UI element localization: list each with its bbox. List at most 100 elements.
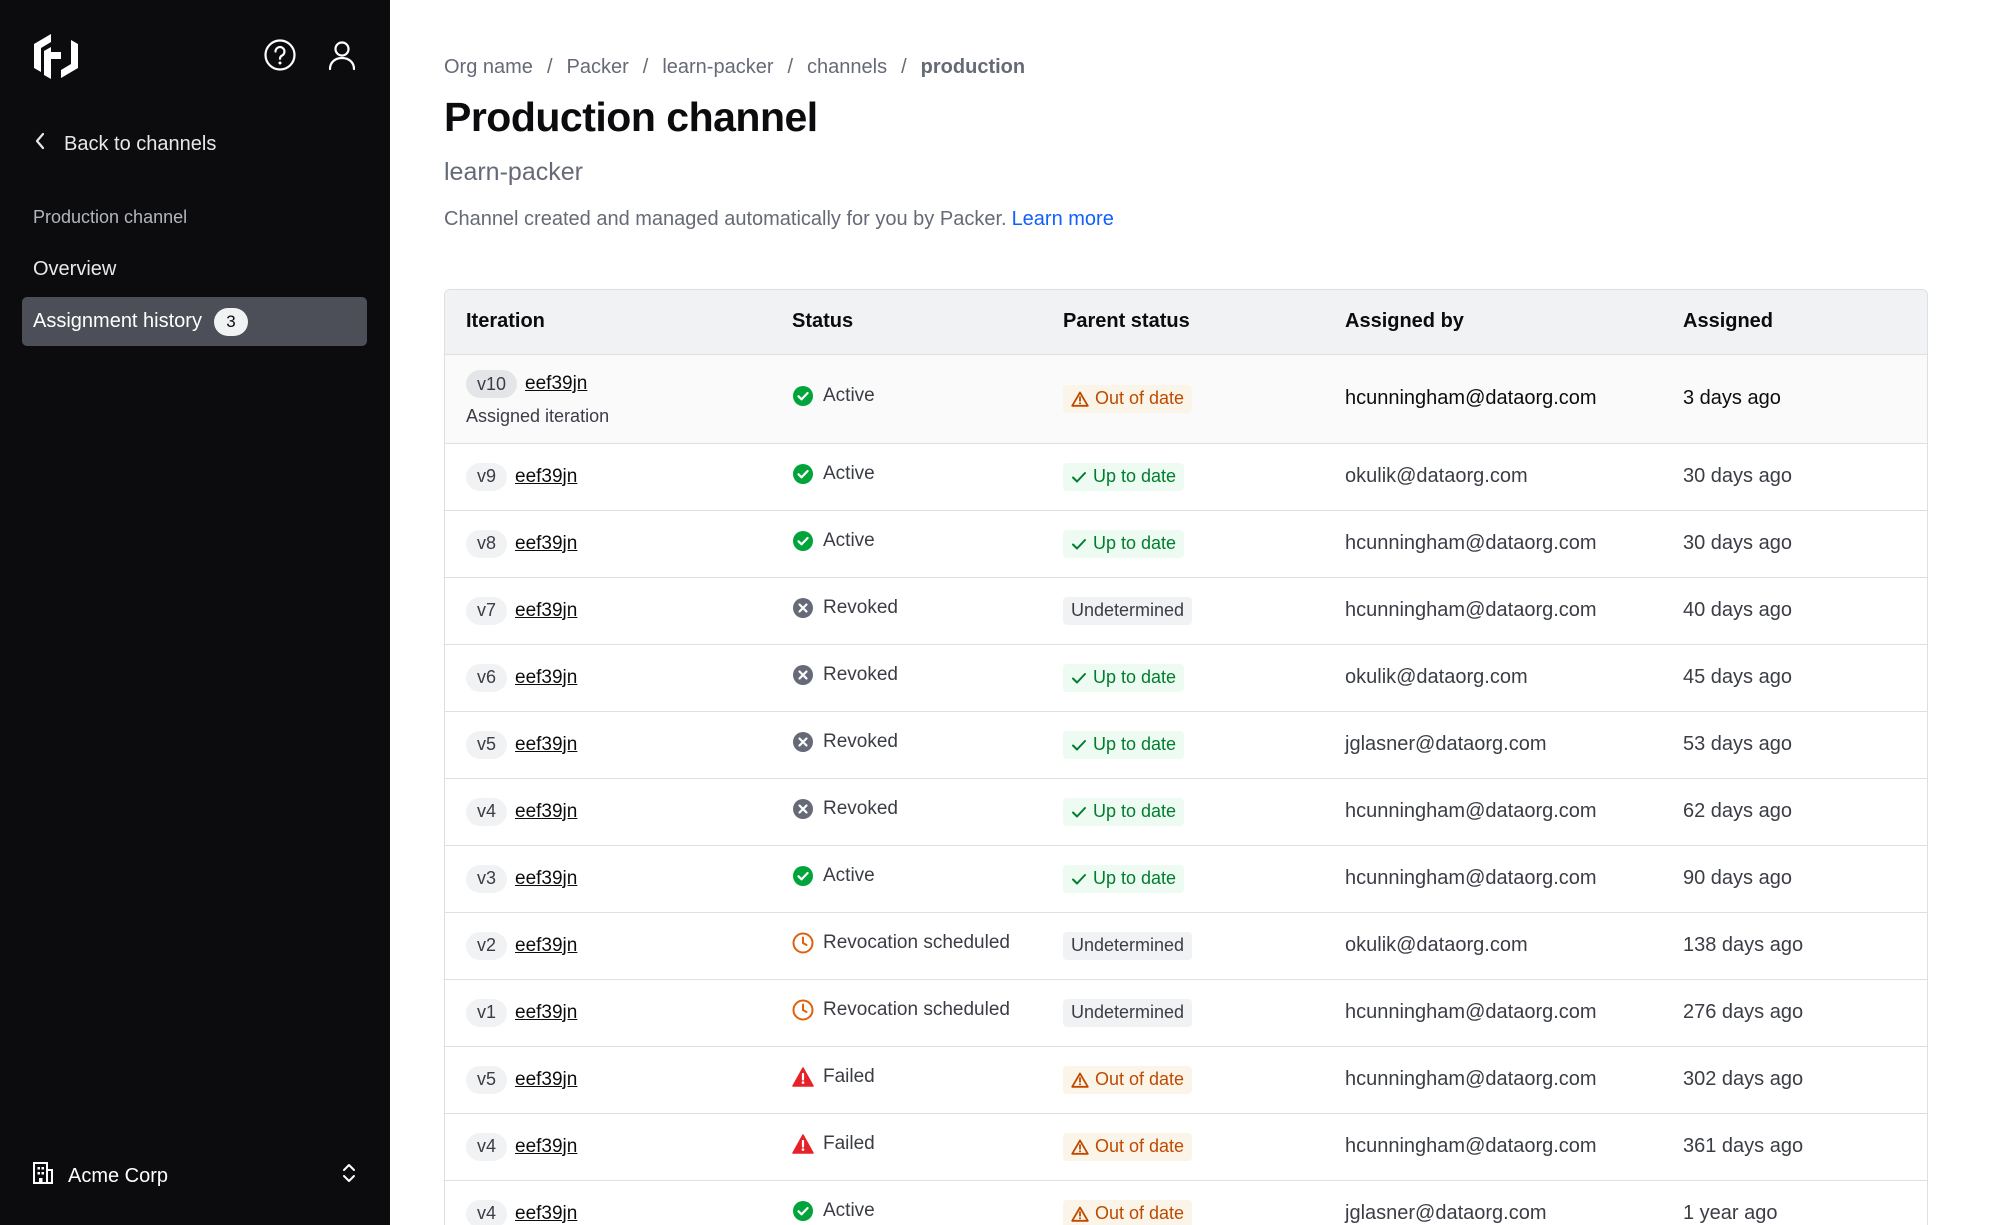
- org-switcher[interactable]: Acme Corp: [32, 1160, 357, 1192]
- iteration-cell: v2 eef39jn: [445, 912, 792, 980]
- status-cell: Failed: [792, 1113, 1063, 1181]
- status-cell: Revoked: [792, 577, 1063, 645]
- warning-icon: [1071, 1072, 1089, 1088]
- breadcrumb-channels[interactable]: channels: [807, 56, 888, 78]
- version-tag: v7: [466, 596, 508, 625]
- table-row: v10 eef39jn Assigned iteration Active Out of…: [445, 354, 1927, 444]
- column-header-iteration: Iteration: [445, 290, 792, 355]
- iteration-link[interactable]: eef39jn: [515, 599, 578, 621]
- breadcrumb-current: production: [920, 56, 1026, 78]
- iteration-link[interactable]: eef39jn: [515, 1135, 578, 1157]
- chevron-up-down-icon: [341, 1162, 357, 1190]
- x-circle-icon: [793, 798, 813, 819]
- parent-status-cell: Undetermined: [1063, 577, 1345, 645]
- parent-status-cell: Out of date: [1063, 1113, 1345, 1181]
- iteration-cell: v5 eef39jn: [445, 1046, 792, 1114]
- parent-status-badge: Up to date: [1063, 730, 1185, 759]
- parent-status-badge: Up to date: [1063, 797, 1185, 826]
- parent-status-label: Undetermined: [1071, 1002, 1185, 1022]
- version-tag: v4: [466, 1199, 508, 1225]
- version-tag: v4: [466, 797, 508, 826]
- parent-status-cell: Out of date: [1063, 1046, 1345, 1114]
- status-cell: Revocation scheduled: [792, 912, 1063, 980]
- assigned-by-cell: hcunningham@dataorg.com: [1345, 845, 1683, 913]
- assigned-by-cell: hcunningham@dataorg.com: [1345, 979, 1683, 1047]
- version-tag: v10: [466, 370, 518, 398]
- table-row: v4 eef39jn Active Out of date jglasner@datao…: [445, 1180, 1927, 1225]
- page-title: Production channel: [444, 94, 818, 140]
- breadcrumb-bucket[interactable]: learn-packer: [662, 56, 774, 78]
- sidebar-item-label: Assignment history: [33, 310, 202, 332]
- check-circle-icon: [793, 865, 813, 886]
- x-circle-icon: [793, 597, 813, 618]
- check-circle-icon: [793, 463, 813, 484]
- table-row: v4 eef39jn Revoked Up to date hcunningham@da…: [445, 778, 1927, 846]
- help-icon[interactable]: [263, 38, 297, 72]
- status-indicator: Revoked: [792, 798, 898, 820]
- status-indicator: Revocation scheduled: [792, 932, 1010, 954]
- breadcrumb-packer[interactable]: Packer: [566, 56, 629, 78]
- check-circle-icon: [793, 1200, 813, 1221]
- page-subtitle: learn-packer: [444, 158, 583, 186]
- version-tag: v5: [466, 730, 508, 759]
- hashicorp-logo-icon[interactable]: [30, 30, 82, 82]
- assigned-time-cell: 361 days ago: [1683, 1113, 1927, 1181]
- iteration-cell: v4 eef39jn: [445, 778, 792, 846]
- parent-status-badge: Out of date: [1063, 1132, 1193, 1161]
- iteration-link[interactable]: eef39jn: [515, 867, 578, 889]
- breadcrumb: Org name / Packer / learn-packer / chann…: [444, 56, 1026, 78]
- status-indicator: Failed: [792, 1133, 875, 1155]
- learn-more-link[interactable]: Learn more: [1011, 208, 1114, 230]
- breadcrumb-org[interactable]: Org name: [444, 56, 533, 78]
- iteration-link[interactable]: eef39jn: [515, 666, 578, 688]
- assigned-time-cell: 62 days ago: [1683, 778, 1927, 846]
- iteration-link[interactable]: eef39jn: [515, 532, 578, 554]
- version-tag: v2: [466, 931, 508, 960]
- parent-status-badge: Undetermined: [1063, 931, 1193, 960]
- iteration-link[interactable]: eef39jn: [515, 1001, 578, 1023]
- status-label: Revoked: [823, 797, 898, 819]
- status-cell: Revoked: [792, 711, 1063, 779]
- status-indicator: Revocation scheduled: [792, 999, 1010, 1021]
- parent-status-label: Out of date: [1095, 388, 1185, 408]
- status-cell: Revocation scheduled: [792, 979, 1063, 1047]
- alert-triangle-icon: [792, 1134, 814, 1154]
- status-label: Failed: [823, 1133, 875, 1154]
- iteration-link[interactable]: eef39jn: [515, 1068, 578, 1090]
- assigned-time-cell: 30 days ago: [1683, 443, 1927, 511]
- parent-status-label: Undetermined: [1071, 935, 1185, 955]
- back-to-channels-link[interactable]: Back to channels: [34, 132, 216, 156]
- user-icon[interactable]: [325, 38, 359, 72]
- status-indicator: Failed: [792, 1066, 875, 1088]
- table-row: v6 eef39jn Revoked Up to date okulik@dataorg…: [445, 644, 1927, 712]
- iteration-link[interactable]: eef39jn: [515, 465, 578, 487]
- assigned-time-cell: 30 days ago: [1683, 510, 1927, 578]
- status-indicator: Revoked: [792, 664, 898, 686]
- table-row: v9 eef39jn Active Up to date okulik@dataorg.…: [445, 443, 1927, 511]
- table-row: v3 eef39jn Active Up to date hcunningham@dat…: [445, 845, 1927, 913]
- status-cell: Failed: [792, 1046, 1063, 1114]
- iteration-cell: v10 eef39jn Assigned iteration: [445, 354, 792, 444]
- iteration-link[interactable]: eef39jn: [515, 733, 578, 755]
- parent-status-badge: Up to date: [1063, 529, 1185, 558]
- table-row: v2 eef39jn Revocation scheduled Undetermine…: [445, 912, 1927, 980]
- parent-status-label: Up to date: [1093, 533, 1177, 553]
- iteration-link[interactable]: eef39jn: [515, 934, 578, 956]
- status-cell: Active: [792, 1180, 1063, 1225]
- iteration-link[interactable]: eef39jn: [515, 800, 578, 822]
- x-circle-icon: [793, 731, 813, 752]
- parent-status-badge: Out of date: [1063, 1065, 1193, 1094]
- iteration-link[interactable]: eef39jn: [515, 1202, 578, 1224]
- iteration-cell: v4 eef39jn: [445, 1113, 792, 1181]
- org-name: Acme Corp: [68, 1164, 169, 1187]
- sidebar-item-assignment-history[interactable]: Assignment history 3: [22, 297, 367, 346]
- iteration-cell: v9 eef39jn: [445, 443, 792, 511]
- main-content: Org name / Packer / learn-packer / chann…: [444, 0, 1999, 1225]
- status-cell: Active: [792, 443, 1063, 511]
- parent-status-cell: Out of date: [1063, 354, 1345, 444]
- parent-status-cell: Up to date: [1063, 711, 1345, 779]
- status-indicator: Active: [792, 530, 875, 552]
- parent-status-badge: Up to date: [1063, 663, 1185, 692]
- iteration-link[interactable]: eef39jn: [525, 373, 588, 394]
- sidebar-item-overview[interactable]: Overview: [22, 245, 367, 294]
